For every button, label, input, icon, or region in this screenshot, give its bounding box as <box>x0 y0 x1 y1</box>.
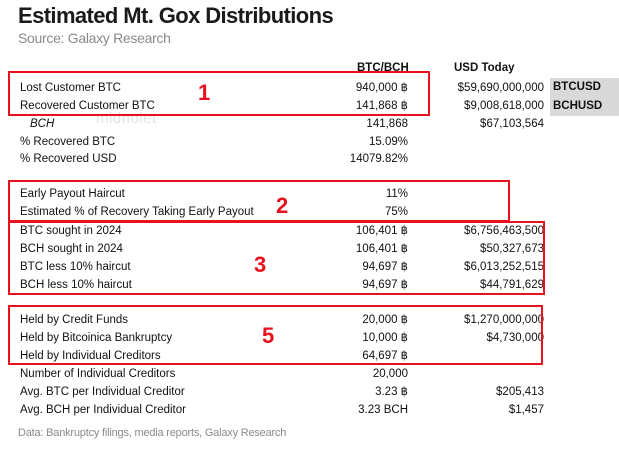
row-label: BCH less 10% haircut <box>20 279 132 291</box>
row-btc-value: 15.09% <box>368 136 408 148</box>
row-label: Held by Individual Creditors <box>20 350 161 362</box>
page-title: Estimated Mt. Gox Distributions <box>18 3 334 28</box>
table-row: Early Payout Haircut 11% <box>0 185 619 203</box>
row-usd-value: $59,690,000,000 <box>457 82 544 94</box>
row-btc-value: 940,000 ฿ <box>355 82 408 94</box>
row-label: Avg. BTC per Individual Creditor <box>20 386 185 398</box>
side-label-bchusd: BCHUSD <box>550 97 619 116</box>
row-usd-value: $44,791,629 <box>480 279 544 291</box>
table-row: BTC sought in 2024 106,401 ฿ $6,756,463,… <box>0 222 619 240</box>
side-label-btcusd: BTCUSD <box>550 78 619 97</box>
row-label: Early Payout Haircut <box>20 188 125 200</box>
table-row: % Recovered BTC 15.09% <box>0 133 619 151</box>
page-subtitle: Source: Galaxy Research <box>18 30 171 46</box>
row-btc-value: 20,000 ฿ <box>362 314 408 326</box>
annotation-box-5 <box>8 305 543 365</box>
annotation-number-2: 2 <box>276 193 289 218</box>
row-label: BCH <box>30 118 55 130</box>
annotation-number-5: 5 <box>262 323 275 348</box>
table-row: BTC less 10% haircut 94,697 ฿ $6,013,252… <box>0 258 619 276</box>
row-btc-value: 75% <box>384 206 408 218</box>
row-label: Number of Individual Creditors <box>20 368 176 380</box>
row-label: BCH sought in 2024 <box>20 243 123 255</box>
row-usd-value: $6,756,463,500 <box>464 225 544 237</box>
row-label: Held by Credit Funds <box>20 314 129 326</box>
row-usd-value: $1,270,000,000 <box>464 314 544 326</box>
row-label: % Recovered USD <box>20 153 117 165</box>
row-usd-value: $6,013,252,515 <box>464 261 544 273</box>
row-btc-value: 14079.82% <box>349 153 408 165</box>
row-label: Recovered Customer BTC <box>20 100 155 112</box>
row-usd-value: $67,103,564 <box>480 118 544 130</box>
row-btc-value: 106,401 ฿ <box>355 243 408 255</box>
row-label: BTC sought in 2024 <box>20 225 122 237</box>
row-label: Lost Customer BTC <box>20 82 121 94</box>
row-usd-value: $50,327,673 <box>480 243 544 255</box>
table-row: BCH sought in 2024 106,401 ฿ $50,327,673 <box>0 240 619 258</box>
row-label: % Recovered BTC <box>20 136 116 148</box>
row-usd-value: $1,457 <box>508 404 544 416</box>
annotation-number-1: 1 <box>198 80 211 105</box>
table-row: BCH 141,868 $67,103,564 <box>0 115 619 133</box>
row-label: BTC less 10% haircut <box>20 261 131 273</box>
annotation-box-1 <box>8 71 430 116</box>
row-btc-value: 10,000 ฿ <box>362 332 408 344</box>
row-btc-value: 141,868 <box>366 118 408 130</box>
row-btc-value: 3.23 BCH <box>358 404 408 416</box>
annotation-number-3: 3 <box>254 252 267 277</box>
table-row: Avg. BTC per Individual Creditor 3.23 ฿ … <box>0 383 619 401</box>
row-label: Estimated % of Recovery Taking Early Pay… <box>20 206 254 218</box>
row-usd-value: $4,730,000 <box>486 332 544 344</box>
table-row: Recovered Customer BTC 141,868 ฿ $9,008,… <box>0 97 619 115</box>
row-btc-value: 11% <box>385 188 408 200</box>
row-label: Held by Bitcoinica Bankruptcy <box>20 332 173 344</box>
table-row: BCH less 10% haircut 94,697 ฿ $44,791,62… <box>0 276 619 294</box>
row-btc-value: 64,697 ฿ <box>362 350 408 362</box>
table-row: Number of Individual Creditors 20,000 <box>0 365 619 383</box>
row-usd-value: $205,413 <box>496 386 544 398</box>
table-row: Estimated % of Recovery Taking Early Pay… <box>0 203 619 221</box>
row-btc-value: 106,401 ฿ <box>355 225 408 237</box>
table-row: Held by Credit Funds 20,000 ฿ $1,270,000… <box>0 311 619 329</box>
annotation-box-2 <box>8 180 510 222</box>
table-row: Held by Bitcoinica Bankruptcy 10,000 ฿ $… <box>0 329 619 347</box>
row-usd-value: $9,008,618,000 <box>464 100 544 112</box>
table-row: % Recovered USD 14079.82% <box>0 150 619 168</box>
table-row: Lost Customer BTC 940,000 ฿ $59,690,000,… <box>0 79 619 97</box>
column-header-usd-today: USD Today <box>454 62 515 74</box>
annotation-box-3 <box>8 221 545 295</box>
row-btc-value: 20,000 <box>372 368 408 380</box>
row-btc-value: 141,868 ฿ <box>355 100 408 112</box>
table-row: Held by Individual Creditors 64,697 ฿ <box>0 347 619 365</box>
footer-source-note: Data: Bankruptcy filings, media reports,… <box>18 427 287 439</box>
row-btc-value: 3.23 ฿ <box>375 386 408 398</box>
table-row: Avg. BCH per Individual Creditor 3.23 BC… <box>0 401 619 419</box>
row-btc-value: 94,697 ฿ <box>362 261 408 273</box>
row-label: Avg. BCH per Individual Creditor <box>20 404 186 416</box>
row-btc-value: 94,697 ฿ <box>362 279 408 291</box>
